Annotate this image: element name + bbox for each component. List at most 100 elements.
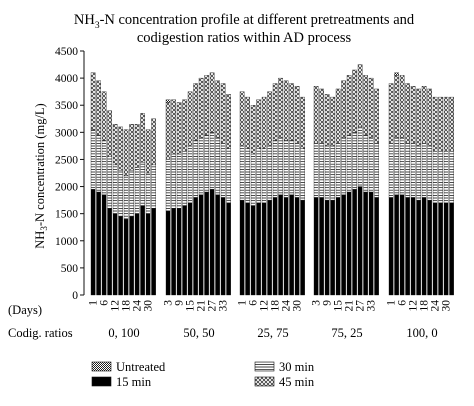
bar-segment [90, 129, 96, 190]
bar-segment [410, 86, 416, 144]
bar-segment [267, 199, 272, 296]
bar-segment [220, 197, 226, 296]
y-tick-label: 4000 [55, 73, 78, 85]
bar-segment [198, 77, 204, 138]
bar-segment [267, 145, 272, 201]
bar-segment [335, 197, 341, 296]
bar-segment [324, 94, 330, 147]
bar-segment [300, 199, 305, 296]
bar-segment [421, 143, 427, 198]
bar-segment [165, 159, 171, 212]
bar-segment [313, 86, 319, 144]
bar-segment [352, 132, 357, 190]
bar-segment [352, 189, 357, 296]
bar-segment [399, 75, 405, 138]
bar-segment [330, 145, 335, 201]
bar-segment [107, 110, 112, 157]
bar-segment [239, 199, 245, 296]
bar-segment [405, 83, 410, 144]
y-axis-label: NH3-N concentration (mg/L) [33, 103, 49, 248]
bar-segment [134, 124, 140, 168]
bar-segment [112, 213, 118, 296]
legend-label: 15 min [116, 375, 152, 389]
day-tick-label: 27 [207, 300, 219, 312]
bar-segment [182, 205, 187, 296]
legend-swatch [254, 376, 275, 387]
bar-segment [145, 172, 151, 214]
bar-segment [209, 189, 215, 296]
y-tick-label: 500 [61, 263, 79, 275]
y-tick-label: 3000 [55, 127, 78, 139]
title-subscript: 3 [95, 21, 100, 31]
bar-segment [330, 96, 335, 147]
bar-segment [278, 137, 283, 195]
bar-group [165, 72, 231, 296]
bar-segment [449, 151, 454, 203]
group-ratio-label: 0, 100 [108, 326, 139, 340]
legend-label: 30 min [279, 360, 315, 374]
bar-segment [443, 96, 449, 152]
bar-segment [410, 143, 416, 198]
bar-segment [421, 86, 427, 144]
bar-segment [438, 96, 443, 152]
bar-segment [272, 140, 278, 198]
bar-segment [352, 69, 357, 133]
bar-segment [245, 202, 250, 296]
bar-segment [443, 151, 449, 203]
bar-segment [449, 96, 454, 152]
bar-segment [256, 202, 261, 296]
day-tick-label: 33 [218, 300, 230, 312]
bar-segment [193, 197, 198, 296]
y-axis: 0 500 1000 1500 2000 2500 3000 3500 4000 4500 [55, 46, 85, 302]
bar-segment [198, 137, 204, 195]
day-tick-label: 15 [185, 300, 197, 312]
bar-segment [357, 186, 363, 296]
day-tick-label: 6 [99, 300, 111, 306]
bar-segment [368, 191, 374, 296]
bar-segment [261, 96, 267, 149]
bar-segment [220, 143, 226, 198]
day-tick-label: 6 [248, 300, 260, 306]
bar-segment [209, 72, 215, 133]
bar-segment [187, 145, 193, 203]
day-tick-label: 12 [259, 300, 271, 312]
bar-segment [118, 216, 123, 296]
legend-item: Untreated [91, 360, 166, 374]
bar-segment [151, 118, 156, 166]
legend-label: 45 min [279, 375, 315, 389]
day-tick-label: 18 [270, 300, 282, 312]
day-tick-label: 24 [430, 300, 442, 312]
bar-segment [289, 83, 294, 141]
bar-segment [220, 83, 226, 144]
day-tick-label: 6 [397, 300, 409, 306]
bar-segment [151, 208, 156, 296]
bar-group [90, 72, 156, 296]
legend-item: 45 min [254, 375, 315, 389]
bar-segment [341, 137, 346, 195]
day-tick-label: 1 [88, 300, 100, 306]
bar-segment [123, 129, 129, 176]
day-tick-label: 30 [441, 300, 453, 312]
bar-segment [416, 88, 421, 147]
bar-segment [335, 88, 341, 144]
day-tick-label: 33 [366, 300, 378, 312]
bar-segment [399, 137, 405, 195]
bar-segment [226, 202, 231, 296]
bar-segment [171, 208, 176, 296]
bar-segment [176, 153, 182, 209]
day-tick-label: 27 [355, 300, 367, 312]
bar-segment [129, 124, 134, 171]
day-tick-label: 30 [292, 300, 304, 312]
bar-segment [432, 202, 438, 296]
bar-segment [363, 75, 368, 136]
day-tick-label: 9 [174, 300, 186, 306]
bar-segment [256, 99, 261, 149]
bar-segment [374, 143, 379, 198]
bar-segment [363, 191, 368, 296]
bar-segment [204, 134, 209, 193]
bar-segment [330, 199, 335, 296]
bar-segment [215, 194, 220, 296]
bar-segment [96, 134, 101, 193]
